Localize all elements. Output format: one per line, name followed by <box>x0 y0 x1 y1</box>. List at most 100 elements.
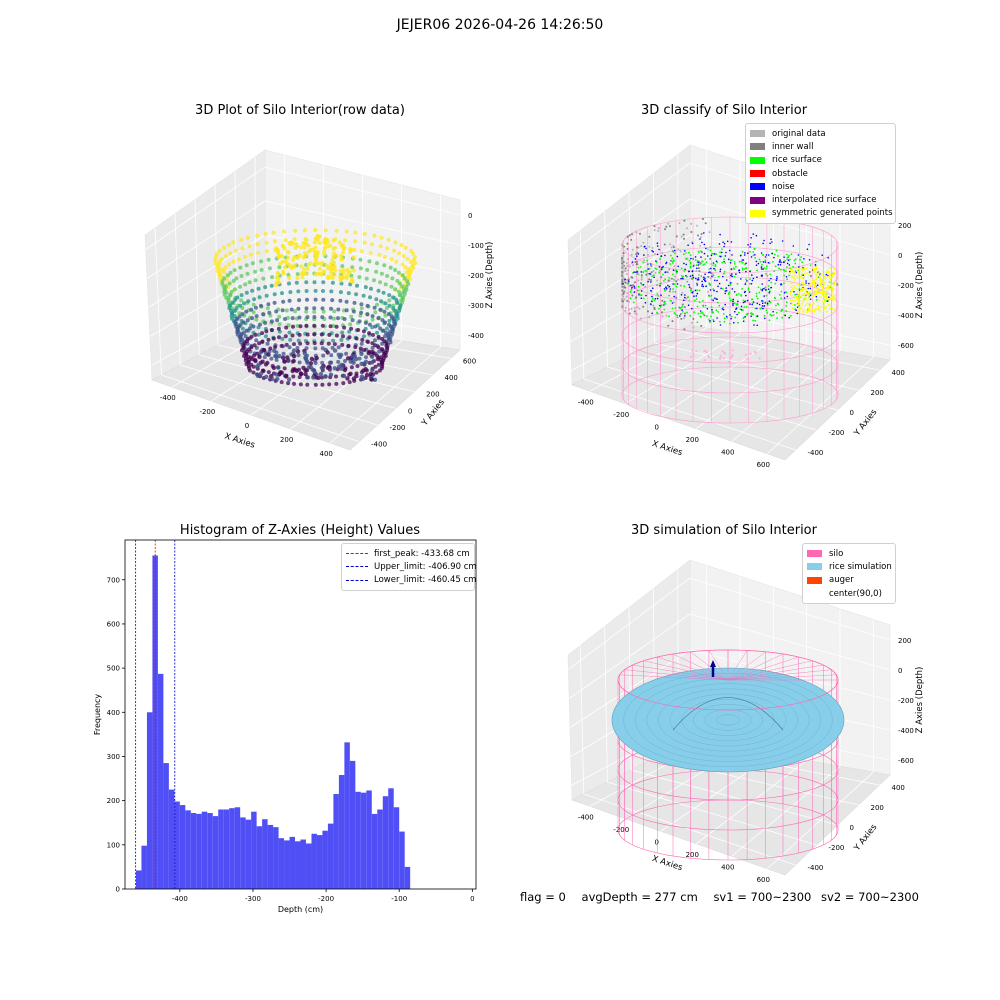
data-point <box>330 298 335 303</box>
noise-point <box>761 305 764 307</box>
data-point <box>316 271 321 276</box>
data-point <box>233 287 237 292</box>
data-point <box>291 358 296 364</box>
rice-point <box>785 270 787 273</box>
legend-swatch <box>750 130 765 138</box>
wall-point <box>707 275 710 278</box>
rice-point <box>775 304 777 307</box>
data-point <box>390 276 395 281</box>
data-point <box>230 311 235 316</box>
wall-point <box>635 313 638 316</box>
data-point <box>266 352 271 357</box>
rice-point <box>763 267 765 269</box>
rice-point <box>755 292 758 295</box>
x-axis-label: X Axies <box>651 439 684 458</box>
data-point <box>228 270 233 275</box>
noise-point <box>627 280 630 282</box>
noise-point <box>786 295 789 298</box>
noise-point <box>809 287 812 290</box>
rice-point <box>729 299 732 302</box>
data-point <box>215 266 220 270</box>
histogram-bar <box>344 742 350 889</box>
wall-point <box>640 274 643 277</box>
noise-point <box>722 308 725 311</box>
noise-point <box>640 290 643 292</box>
rice-point <box>709 284 712 287</box>
histogram-bar <box>316 835 323 889</box>
data-point <box>277 322 282 327</box>
rice-point <box>817 276 820 279</box>
x-tick-label: 0 <box>655 423 659 431</box>
rice-point <box>686 276 688 278</box>
rice-point <box>629 297 632 300</box>
data-point <box>338 298 343 303</box>
rice-point <box>737 321 739 324</box>
data-point <box>253 358 258 363</box>
data-point <box>364 372 370 378</box>
rice-point <box>778 293 781 296</box>
data-point <box>373 324 378 329</box>
noise-point <box>796 306 799 308</box>
rice-point <box>721 288 724 290</box>
data-point <box>371 332 375 337</box>
wall-point <box>709 257 712 260</box>
wall-point <box>710 262 713 265</box>
symmetric-point <box>816 288 819 290</box>
data-point <box>402 276 407 281</box>
data-point <box>397 251 402 256</box>
data-point <box>358 346 363 351</box>
rice-point <box>733 263 736 265</box>
noise-point <box>770 238 772 241</box>
noise-point <box>740 305 743 308</box>
noise-point <box>651 312 653 315</box>
data-point <box>299 264 304 269</box>
data-point <box>407 274 412 278</box>
wall-point <box>625 295 628 298</box>
symmetric-point <box>833 294 836 297</box>
wall-point <box>702 218 704 220</box>
legend-line <box>346 553 368 555</box>
noise-point <box>742 259 745 261</box>
wall-point <box>692 317 695 320</box>
noise-point <box>651 300 653 303</box>
data-point <box>317 240 322 245</box>
wall-point <box>690 231 693 233</box>
data-point <box>353 239 357 244</box>
rice-point <box>712 288 715 291</box>
legend-label: obstacle <box>772 168 808 179</box>
x-axis-label: Depth (cm) <box>278 905 323 914</box>
data-point <box>253 305 258 310</box>
noise-point <box>673 249 676 252</box>
floor-point <box>758 357 761 360</box>
silo-roof-spoke <box>727 656 799 681</box>
wall-point <box>681 291 684 294</box>
noise-point <box>780 261 782 264</box>
symmetric-point <box>827 271 830 274</box>
data-point <box>392 319 396 324</box>
data-point <box>302 245 307 250</box>
wall-point <box>703 314 706 317</box>
floor-pane <box>571 324 891 461</box>
noise-point <box>752 233 755 235</box>
data-point <box>393 240 398 245</box>
symmetric-point <box>826 275 829 278</box>
noise-point <box>681 309 683 311</box>
rice-point <box>660 305 662 308</box>
data-point <box>289 307 294 312</box>
symmetric-point <box>826 269 829 272</box>
noise-point <box>735 308 737 310</box>
silo-roof-spoke <box>690 651 729 681</box>
x-tick-label: 400 <box>721 448 734 456</box>
data-point <box>336 316 340 321</box>
rice-point <box>783 269 786 272</box>
histogram-bar <box>333 794 339 889</box>
rice-point <box>697 312 700 315</box>
histogram-bar <box>382 796 389 889</box>
noise-point <box>796 312 799 315</box>
noise-point <box>814 263 817 266</box>
rice-point <box>751 313 753 315</box>
symmetric-point <box>803 272 806 275</box>
data-point <box>239 333 244 338</box>
noise-point <box>622 283 624 285</box>
noise-point <box>744 283 747 285</box>
